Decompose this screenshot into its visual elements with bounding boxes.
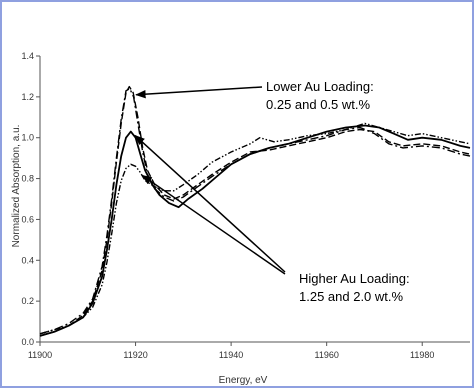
y-tick-label: 0.8 xyxy=(21,174,34,184)
series-line-2-dash-dot xyxy=(39,88,471,335)
y-tick-label: 0.2 xyxy=(21,296,34,306)
x-tick-label: 11920 xyxy=(123,350,147,360)
y-tick-label: 1.4 xyxy=(21,51,34,61)
annotation-arrows xyxy=(134,86,286,275)
labels: Energy, eV Normalized Absorption, a.u. L… xyxy=(11,79,410,386)
lower-loading-label-line-2: 0.25 and 0.5 wt.% xyxy=(266,97,371,112)
x-tick-label: 11980 xyxy=(410,350,434,360)
y-tick-label: 1.0 xyxy=(21,133,34,143)
series-line-1-dash xyxy=(39,85,471,337)
higher-loading-arrow-2 xyxy=(141,174,286,275)
y-axis-title: Normalized Absorption, a.u. xyxy=(11,125,22,248)
x-axis-title: Energy, eV xyxy=(219,375,268,386)
higher-loading-arrow-1 xyxy=(134,134,286,273)
series-line-4-dash-dot-dot xyxy=(39,122,471,335)
x-tick-label: 11960 xyxy=(314,350,338,360)
x-tick-label: 11900 xyxy=(28,350,52,360)
y-tick-label: 1.2 xyxy=(21,92,34,102)
x-tick-label: 11940 xyxy=(219,350,243,360)
higher-loading-label-line-2: 1.25 and 2.0 wt.% xyxy=(299,289,404,304)
y-tick-label: 0.0 xyxy=(21,337,34,347)
axes xyxy=(39,56,470,343)
higher-loading-label-line-1: Higher Au Loading: xyxy=(299,271,410,286)
y-tick-label: 0.4 xyxy=(21,255,34,265)
series-line-3-solid xyxy=(39,124,471,337)
lower-loading-label-line-1: Lower Au Loading: xyxy=(266,79,374,94)
lower-loading-arrow xyxy=(135,86,263,99)
ticks: 0.0 0.2 0.4 0.6 0.8 1.0 1.2 1.4 11900 11920 11940 1… xyxy=(21,51,434,360)
series-group xyxy=(39,85,471,337)
y-tick-label: 0.6 xyxy=(21,214,34,224)
